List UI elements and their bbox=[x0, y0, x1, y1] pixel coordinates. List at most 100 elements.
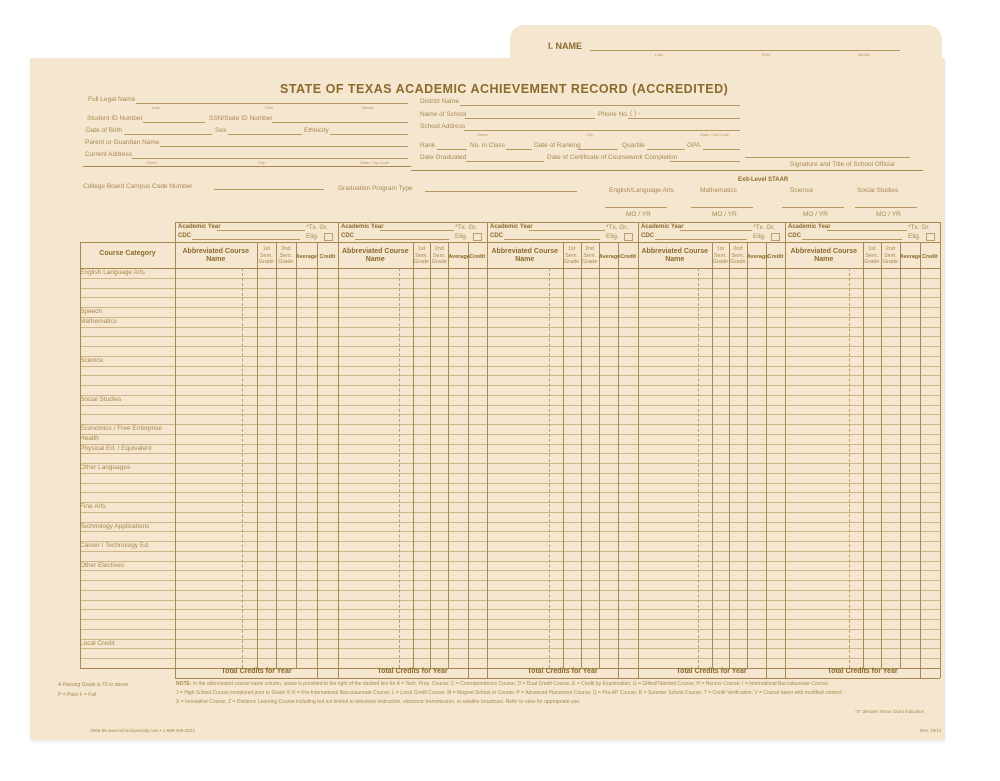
signature-field[interactable] bbox=[745, 157, 910, 158]
grid-line bbox=[175, 222, 940, 223]
staar-date-field[interactable] bbox=[782, 207, 844, 208]
dashed-line bbox=[848, 268, 850, 668]
grid-row-line bbox=[80, 560, 940, 562]
cdc-field[interactable] bbox=[192, 239, 300, 240]
tx-grant-label: *Tx. Gr. bbox=[606, 224, 629, 231]
dob-field[interactable] bbox=[124, 134, 212, 135]
date-ranking-field[interactable] bbox=[578, 149, 618, 150]
grid-row-line bbox=[80, 570, 940, 572]
tx-grant-checkbox[interactable] bbox=[473, 233, 482, 241]
grid-row-line bbox=[80, 589, 940, 591]
school-field[interactable] bbox=[465, 118, 595, 119]
tx-grant-checkbox[interactable] bbox=[771, 233, 780, 241]
grid-line bbox=[881, 242, 883, 668]
student-id-label: Student ID Number bbox=[87, 115, 143, 122]
staar-subject: English/Language Arts bbox=[609, 187, 675, 194]
academic-year-field[interactable] bbox=[680, 230, 752, 231]
course-category-label: Career / Technology Ed. bbox=[80, 542, 150, 550]
grid-line bbox=[618, 668, 620, 678]
tab-name-line[interactable] bbox=[590, 50, 900, 51]
tx-grant-checkbox[interactable] bbox=[624, 233, 633, 241]
course-category-label: Fine Arts bbox=[80, 503, 106, 511]
class-size-label: No. in Class bbox=[470, 142, 506, 149]
abbrev-course-header: Abbreviated Course Name bbox=[790, 248, 858, 263]
passing-grade: A Passing Grade is 70 or above. bbox=[58, 682, 130, 688]
grid-row-line bbox=[80, 277, 940, 279]
grid-line bbox=[765, 242, 767, 668]
date-certificate-label: Date of Certificate of Coursework Comple… bbox=[547, 154, 678, 161]
date-graduated-label: Date Graduated bbox=[420, 154, 467, 161]
academic-year-field[interactable] bbox=[380, 230, 454, 231]
tx-grant-checkbox[interactable] bbox=[324, 233, 333, 241]
ssn-field[interactable] bbox=[272, 122, 408, 123]
elig-label: Elig. bbox=[753, 233, 766, 240]
credit-header: Credit bbox=[767, 254, 784, 260]
sub-last: Last bbox=[152, 105, 160, 110]
grid-row-line bbox=[80, 453, 940, 455]
cdc-field[interactable] bbox=[802, 239, 902, 240]
school-address-field[interactable] bbox=[464, 130, 740, 131]
grid-row-line bbox=[80, 502, 940, 504]
ethnicity-field[interactable] bbox=[330, 134, 408, 135]
guardian-field[interactable] bbox=[160, 146, 408, 147]
course-category-label: Health bbox=[80, 434, 99, 442]
tx-grant-checkbox[interactable] bbox=[926, 233, 935, 241]
grid-row-line bbox=[80, 580, 940, 582]
class-size-field[interactable] bbox=[506, 149, 532, 150]
cdc-label: CDC bbox=[341, 233, 354, 239]
grid-row-line bbox=[80, 609, 940, 611]
staar-date-field[interactable] bbox=[855, 207, 917, 208]
sex-label: Sex bbox=[215, 127, 227, 134]
academic-year-label: Academic Year bbox=[178, 224, 221, 230]
note-line-3: X = Innovative Course; Z = Distance Lear… bbox=[176, 699, 581, 705]
rank-field[interactable] bbox=[437, 149, 467, 150]
grid-line bbox=[711, 242, 713, 668]
total-credits-label: Total Credits for Year bbox=[377, 668, 448, 675]
course-category-label: Economics / Free Enterprise bbox=[80, 425, 163, 433]
ethnicity-label: Ethnicity bbox=[304, 127, 329, 134]
grid-row-line bbox=[80, 404, 940, 406]
grad-program-field[interactable] bbox=[425, 191, 577, 192]
gpa-field[interactable] bbox=[703, 149, 740, 150]
sex-field[interactable] bbox=[228, 134, 302, 135]
page-title: STATE OF TEXAS ACADEMIC ACHIEVEMENT RECO… bbox=[280, 82, 729, 96]
grid-row-line bbox=[80, 287, 940, 289]
grid-row-line bbox=[80, 541, 940, 543]
staar-date-field[interactable] bbox=[605, 207, 667, 208]
total-credits-label: Total Credits for Year bbox=[221, 668, 292, 675]
full-legal-name-field[interactable] bbox=[136, 103, 408, 104]
sem2-header: 2nd Sem. Grade bbox=[582, 246, 598, 265]
date-certificate-field[interactable] bbox=[670, 161, 740, 162]
school-label: Name of School bbox=[420, 111, 467, 118]
grid-line bbox=[467, 242, 469, 668]
grid-line bbox=[316, 242, 318, 668]
quartile-field[interactable] bbox=[647, 149, 685, 150]
grad-program-label: Graduation Program Type bbox=[338, 185, 413, 192]
date-graduated-field[interactable] bbox=[466, 161, 544, 162]
student-id-field[interactable] bbox=[143, 122, 205, 123]
course-category-header: Course Category bbox=[99, 250, 156, 257]
tab-sub-first: First bbox=[762, 52, 770, 57]
credit-header: Credit bbox=[319, 254, 336, 260]
grid-line bbox=[638, 222, 639, 678]
elig-label: Elig. bbox=[606, 233, 619, 240]
grid-line bbox=[430, 242, 432, 668]
academic-year-field[interactable] bbox=[827, 230, 907, 231]
campus-code-field[interactable] bbox=[214, 189, 324, 190]
average-header: Average bbox=[295, 254, 318, 260]
grid-line bbox=[276, 242, 278, 668]
district-field[interactable] bbox=[460, 105, 740, 106]
cdc-field[interactable] bbox=[504, 239, 600, 240]
sem1-header: 1st Sem. Grade bbox=[712, 246, 728, 265]
sub-middle: Middle bbox=[362, 105, 374, 110]
phone-field[interactable] bbox=[628, 118, 740, 119]
grid-line bbox=[487, 222, 488, 678]
staar-date-field[interactable] bbox=[691, 207, 753, 208]
academic-year-field[interactable] bbox=[529, 230, 605, 231]
cdc-field[interactable] bbox=[655, 239, 747, 240]
academic-year-field[interactable] bbox=[217, 230, 305, 231]
address-field[interactable] bbox=[132, 158, 408, 159]
district-label: District Name bbox=[420, 98, 460, 105]
grid-row-line bbox=[80, 599, 940, 601]
cdc-field[interactable] bbox=[355, 239, 449, 240]
